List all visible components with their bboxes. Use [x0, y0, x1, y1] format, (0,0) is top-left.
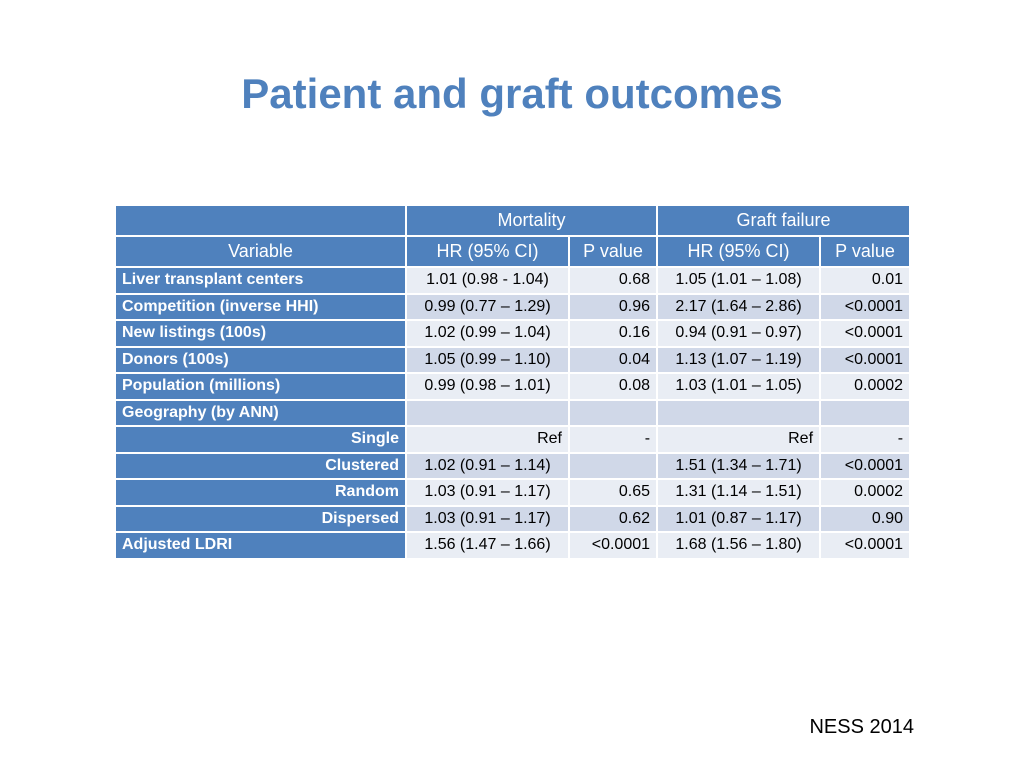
row-mortality-p: 0.08 [567, 372, 659, 401]
row-mortality-hr: 1.01 (0.98 - 1.04) [405, 266, 570, 295]
row-mortality-hr: 1.02 (0.91 – 1.14) [405, 451, 570, 480]
row-variable: Random [114, 478, 407, 507]
row-variable: Adjusted LDRI [114, 531, 407, 560]
row-variable: Clustered [114, 451, 407, 480]
row-mortality-p: 0.62 [567, 504, 659, 533]
row-graft-p [819, 398, 912, 427]
row-mortality-p: 0.16 [567, 319, 659, 348]
page-title: Patient and graft outcomes [241, 70, 783, 117]
row-variable: Geography (by ANN) [114, 398, 407, 427]
row-graft-hr: 2.17 (1.64 – 2.86) [656, 292, 822, 321]
header-variable: Variable [114, 235, 407, 268]
row-graft-hr: 1.05 (1.01 – 1.08) [656, 266, 822, 295]
table-row: Liver transplant centers 1.01 (0.98 - 1.… [114, 266, 912, 295]
row-graft-hr: Ref [656, 425, 822, 454]
header-mortality-hr: HR (95% CI) [405, 235, 570, 268]
row-variable: Donors (100s) [114, 345, 407, 374]
row-mortality-hr: Ref [405, 425, 570, 454]
row-graft-p: <0.0001 [819, 451, 912, 480]
table-row: Random 1.03 (0.91 – 1.17) 0.65 1.31 (1.1… [114, 478, 912, 507]
row-graft-hr: 1.31 (1.14 – 1.51) [656, 478, 822, 507]
row-variable: New listings (100s) [114, 319, 407, 348]
row-mortality-p [567, 451, 659, 480]
row-mortality-hr: 0.99 (0.98 – 1.01) [405, 372, 570, 401]
header-column-row: Variable HR (95% CI) P value HR (95% CI)… [114, 235, 912, 268]
table-header: Mortality Graft failure Variable HR (95%… [114, 204, 912, 268]
row-graft-hr: 1.13 (1.07 – 1.19) [656, 345, 822, 374]
table-row: Geography (by ANN) [114, 398, 912, 427]
row-graft-p: 0.0002 [819, 372, 912, 401]
row-mortality-p: 0.04 [567, 345, 659, 374]
row-variable: Competition (inverse HHI) [114, 292, 407, 321]
table-row: New listings (100s) 1.02 (0.99 – 1.04) 0… [114, 319, 912, 348]
row-mortality-p: 0.68 [567, 266, 659, 295]
table-body: Liver transplant centers 1.01 (0.98 - 1.… [114, 266, 912, 560]
table-row: Population (millions) 0.99 (0.98 – 1.01)… [114, 372, 912, 401]
row-graft-p: 0.90 [819, 504, 912, 533]
outcomes-table: Mortality Graft failure Variable HR (95%… [114, 204, 912, 560]
footer-text: NESS 2014 [809, 716, 914, 738]
row-mortality-hr: 1.03 (0.91 – 1.17) [405, 504, 570, 533]
header-mortality-p: P value [567, 235, 659, 268]
row-mortality-p [567, 398, 659, 427]
row-graft-p: <0.0001 [819, 531, 912, 560]
row-variable: Dispersed [114, 504, 407, 533]
header-graft-p: P value [819, 235, 912, 268]
row-graft-hr: 0.94 (0.91 – 0.97) [656, 319, 822, 348]
table-row: Single Ref - Ref - [114, 425, 912, 454]
row-variable: Single [114, 425, 407, 454]
row-mortality-hr: 1.02 (0.99 – 1.04) [405, 319, 570, 348]
row-graft-p: - [819, 425, 912, 454]
header-graft-failure: Graft failure [656, 204, 912, 237]
row-graft-hr [656, 398, 822, 427]
row-graft-p: <0.0001 [819, 345, 912, 374]
row-mortality-p: - [567, 425, 659, 454]
row-mortality-p: 0.65 [567, 478, 659, 507]
row-graft-hr: 1.03 (1.01 – 1.05) [656, 372, 822, 401]
header-graft-hr: HR (95% CI) [656, 235, 822, 268]
table-row: Adjusted LDRI 1.56 (1.47 – 1.66) <0.0001… [114, 531, 912, 560]
header-mortality: Mortality [404, 204, 659, 237]
header-variable-blank [114, 204, 407, 237]
table-row: Donors (100s) 1.05 (0.99 – 1.10) 0.04 1.… [114, 345, 912, 374]
row-mortality-hr: 1.05 (0.99 – 1.10) [405, 345, 570, 374]
row-mortality-p: 0.96 [567, 292, 659, 321]
row-mortality-hr: 1.56 (1.47 – 1.66) [405, 531, 570, 560]
row-graft-p: 0.01 [819, 266, 912, 295]
row-variable: Liver transplant centers [114, 266, 407, 295]
header-group-row: Mortality Graft failure [114, 204, 912, 237]
table-row: Competition (inverse HHI) 0.99 (0.77 – 1… [114, 292, 912, 321]
row-variable: Population (millions) [114, 372, 407, 401]
row-graft-hr: 1.01 (0.87 – 1.17) [656, 504, 822, 533]
row-graft-p: 0.0002 [819, 478, 912, 507]
row-mortality-hr [405, 398, 570, 427]
row-graft-p: <0.0001 [819, 319, 912, 348]
row-mortality-hr: 0.99 (0.77 – 1.29) [405, 292, 570, 321]
row-mortality-p: <0.0001 [567, 531, 659, 560]
row-graft-p: <0.0001 [819, 292, 912, 321]
row-graft-hr: 1.68 (1.56 – 1.80) [656, 531, 822, 560]
table-row: Dispersed 1.03 (0.91 – 1.17) 0.62 1.01 (… [114, 504, 912, 533]
row-graft-hr: 1.51 (1.34 – 1.71) [656, 451, 822, 480]
table-row: Clustered 1.02 (0.91 – 1.14) 1.51 (1.34 … [114, 451, 912, 480]
row-mortality-hr: 1.03 (0.91 – 1.17) [405, 478, 570, 507]
